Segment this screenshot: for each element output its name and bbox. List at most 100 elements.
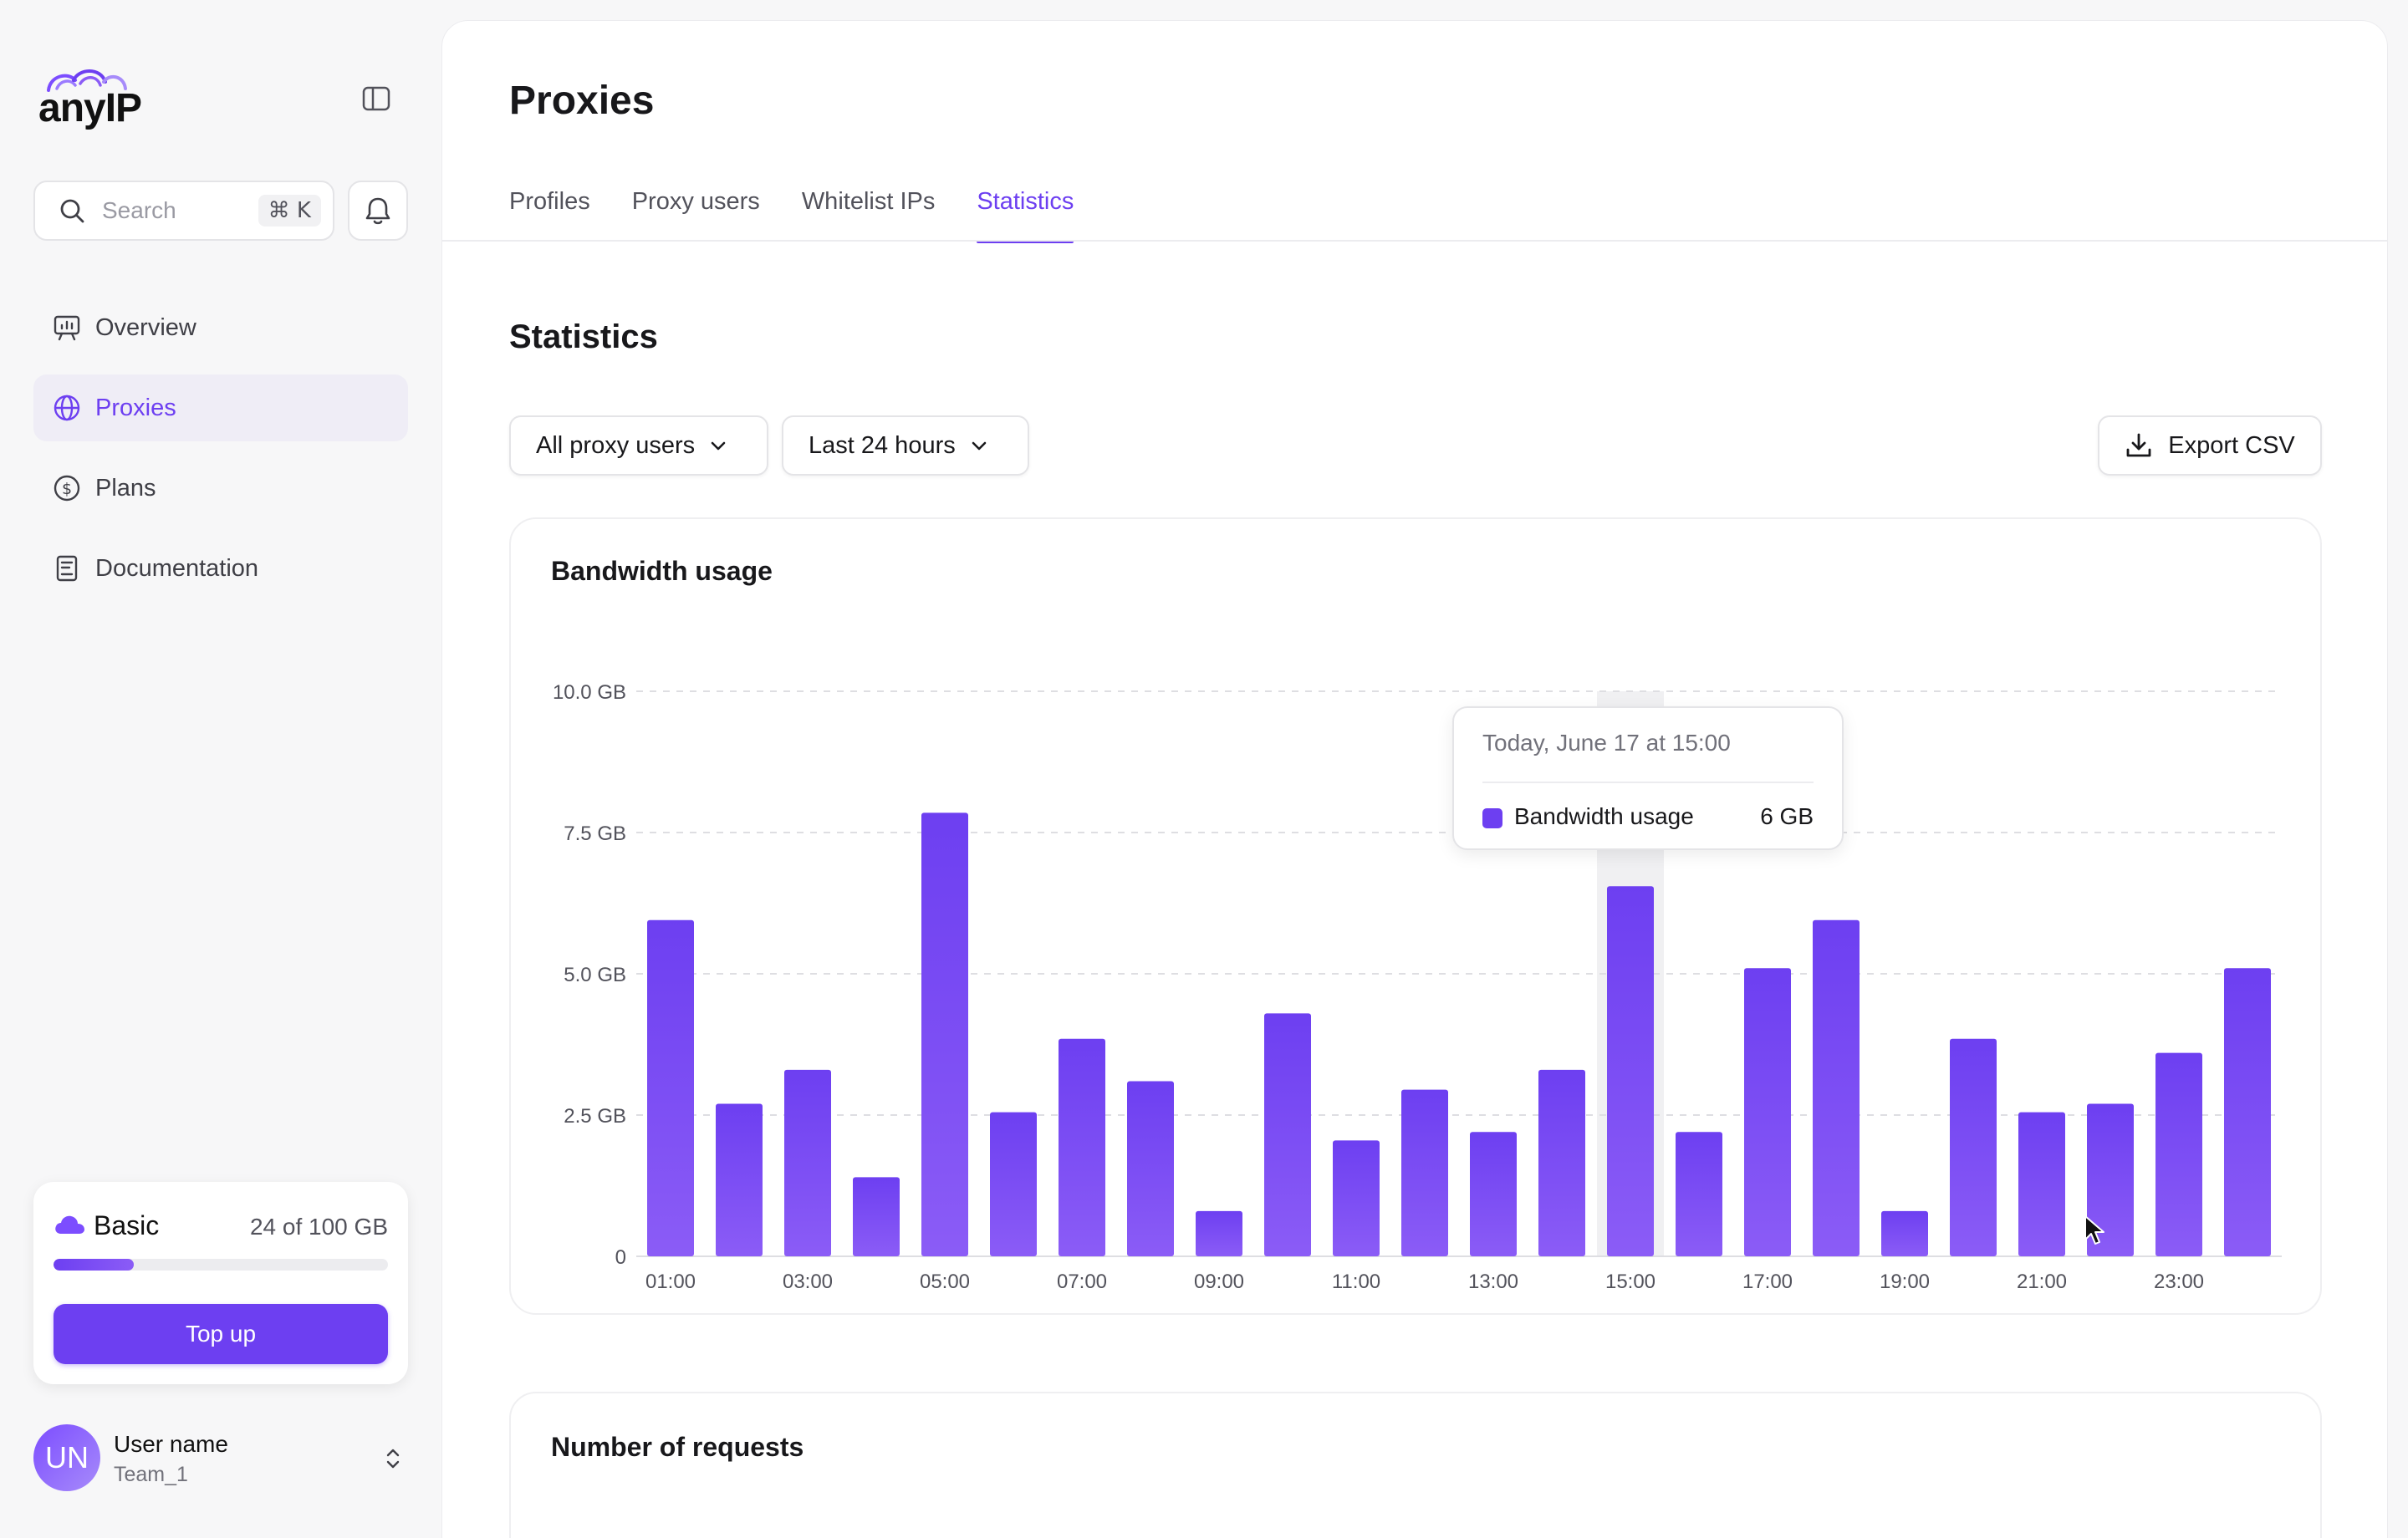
sidebar-item-plans[interactable]: $ Plans (33, 455, 408, 522)
bar-0600 (990, 1112, 1037, 1256)
y-tick-label: 0 (615, 1246, 626, 1269)
presentation-chart-icon (50, 311, 84, 344)
x-tick-label: 05:00 (920, 1271, 970, 1293)
proxy-users-dropdown-value: All proxy users (536, 431, 696, 459)
y-tick-label: 10.0 GB (553, 681, 626, 704)
bell-icon (365, 197, 390, 225)
sidebar-item-overview[interactable]: Overview (33, 294, 408, 361)
bar-0900 (1196, 1210, 1242, 1256)
bar-1300 (1470, 1132, 1517, 1256)
x-tick-label: 23:00 (2154, 1271, 2204, 1293)
bar-1400 (1538, 1069, 1585, 1256)
x-tick-label: 21:00 (2017, 1271, 2067, 1293)
sidebar-item-label: Overview (95, 313, 196, 341)
sidebar-toggle-button[interactable] (361, 85, 395, 115)
tooltip-divider (1482, 782, 1814, 783)
bar-0300 (784, 1069, 831, 1256)
requests-chart-title: Number of requests (551, 1432, 804, 1462)
bar-0700 (1059, 1038, 1105, 1256)
download-icon (2126, 433, 2151, 457)
bar-1500 (1607, 886, 1654, 1256)
bar-2000 (1950, 1038, 1997, 1256)
tooltip-series-swatch (1482, 808, 1502, 828)
sidebar-item-proxies[interactable]: Proxies (33, 374, 408, 441)
dollar-circle-icon: $ (50, 471, 84, 505)
tabs: Profiles Proxy users Whitelist IPs Stati… (509, 188, 1115, 243)
sidebar-nav: Overview Proxies $ Plans (33, 294, 408, 615)
svg-text:$: $ (62, 480, 72, 498)
bar-1200 (1401, 1089, 1448, 1256)
chevron-down-icon (711, 441, 726, 451)
plan-name: Basic (94, 1210, 160, 1240)
bandwidth-chart-title: Bandwidth usage (551, 556, 773, 586)
top-up-button[interactable]: Top up (54, 1304, 388, 1364)
page-title: Proxies (509, 79, 655, 123)
cloud-icon (55, 1215, 84, 1234)
x-tick-label: 17:00 (1742, 1271, 1793, 1293)
x-tick-label: 15:00 (1605, 1271, 1656, 1293)
requests-chart-card: Number of requests (509, 1392, 2322, 1538)
time-range-dropdown[interactable]: Last 24 hours (782, 415, 1029, 476)
tab-statistics[interactable]: Statistics (977, 188, 1074, 243)
section-title: Statistics (509, 318, 658, 355)
bar-0800 (1127, 1081, 1174, 1256)
x-tick-label: 19:00 (1880, 1271, 1930, 1293)
x-tick-label: 11:00 (1332, 1271, 1380, 1293)
tab-proxy-users[interactable]: Proxy users (631, 188, 760, 215)
document-icon (50, 552, 84, 585)
sidebar-item-label: Plans (95, 474, 156, 502)
bar-0200 (716, 1103, 763, 1256)
search-shortcut: ⌘ K (258, 195, 321, 227)
bar-0100 (647, 919, 694, 1256)
y-tick-label: 2.5 GB (564, 1105, 626, 1128)
bar-0400 (853, 1177, 900, 1256)
time-range-dropdown-value: Last 24 hours (809, 431, 956, 459)
export-csv-label: Export CSV (2168, 431, 2295, 459)
plan-card: Basic 24 of 100 GB Top up (33, 1182, 408, 1384)
logo-text: anyIP (38, 86, 142, 130)
bar-1000 (1264, 1013, 1311, 1256)
x-tick-label: 13:00 (1468, 1271, 1518, 1293)
bar-1600 (1676, 1132, 1722, 1256)
y-tick-label: 7.5 GB (564, 822, 626, 845)
tooltip-series-value: 6 GB (1760, 803, 1814, 829)
plan-usage-bar (54, 1259, 388, 1271)
tabs-divider (442, 240, 2387, 242)
cloud-arcs-icon (47, 69, 127, 92)
mouse-cursor-icon (2084, 1215, 2104, 1245)
sidebar-item-label: Proxies (95, 394, 176, 421)
plan-usage-bar-fill (54, 1259, 134, 1271)
bar-2400 (2224, 968, 2271, 1256)
tab-profiles[interactable]: Profiles (509, 188, 590, 215)
bar-1900 (1881, 1210, 1928, 1256)
user-team: Team_1 (114, 1463, 188, 1486)
export-csv-button[interactable]: Export CSV (2098, 415, 2322, 476)
bar-1800 (1813, 919, 1860, 1256)
sidebar-toggle-icon (362, 86, 390, 111)
bandwidth-chart-card: Bandwidth usage 0 2.5 GB 5.0 GB 7.5 GB 10.0 … (509, 517, 2322, 1315)
user-name: User name (114, 1431, 228, 1457)
chevron-up-down-icon (386, 1449, 400, 1469)
proxy-users-dropdown[interactable]: All proxy users (509, 415, 768, 476)
chevron-down-icon (972, 441, 987, 451)
tab-whitelist-ips[interactable]: Whitelist IPs (801, 188, 936, 215)
notifications-button[interactable] (348, 181, 408, 241)
user-menu[interactable]: UN User name Team_1 (33, 1424, 408, 1493)
plan-usage: 24 of 100 GB (249, 1214, 388, 1240)
search-input[interactable]: Search ⌘ K (33, 181, 334, 241)
sidebar: anyIP Search ⌘ K (0, 0, 441, 1538)
sidebar-item-documentation[interactable]: Documentation (33, 535, 408, 602)
bar-0500 (921, 812, 968, 1256)
bar-2300 (2155, 1052, 2202, 1256)
x-tick-label: 01:00 (645, 1271, 696, 1293)
anyip-logo[interactable]: anyIP (38, 67, 142, 130)
bar-1100 (1333, 1140, 1380, 1256)
tooltip-title: Today, June 17 at 15:00 (1482, 730, 1731, 756)
main-panel: Proxies Profiles Proxy users Whitelist I… (441, 20, 2388, 1538)
avatar: UN (33, 1424, 100, 1491)
x-tick-label: 07:00 (1057, 1271, 1107, 1293)
bar-1700 (1744, 968, 1791, 1256)
x-tick-label: 09:00 (1194, 1271, 1244, 1293)
tooltip-series-label: Bandwidth usage (1514, 803, 1694, 829)
search-icon (60, 199, 84, 223)
